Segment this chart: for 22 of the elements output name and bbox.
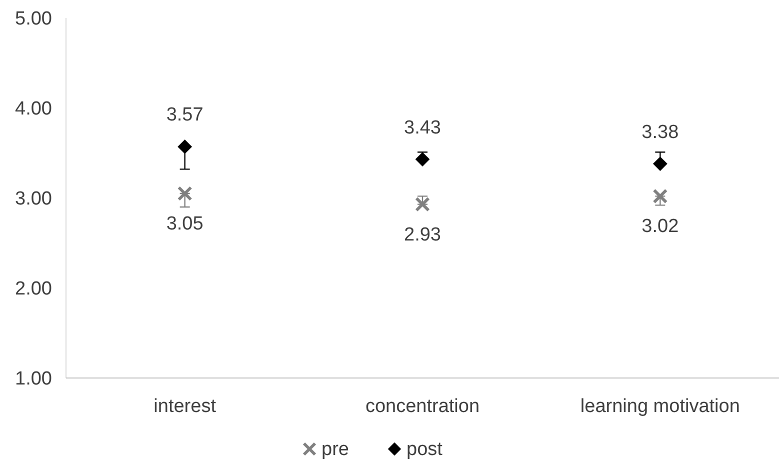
data-label: 3.57 <box>166 104 204 126</box>
point <box>415 152 430 166</box>
y-tick-label: 1.00 <box>15 368 52 390</box>
point <box>178 140 192 154</box>
data-label: 3.02 <box>642 216 679 238</box>
x-tick-label: concentration <box>365 396 480 417</box>
legend-label: post <box>406 439 444 460</box>
y-tick-label: 5.00 <box>15 8 52 30</box>
y-tick-label: 4.00 <box>15 98 52 120</box>
y-tick-label: 3.00 <box>15 188 52 210</box>
point <box>415 196 430 212</box>
data-label: 3.05 <box>166 214 204 234</box>
point <box>652 156 668 171</box>
data-label: 3.38 <box>642 122 679 143</box>
point <box>652 188 668 204</box>
y-tick-label: 2.00 <box>15 278 52 300</box>
data-label: 2.93 <box>404 224 441 246</box>
x-tick-label: interest <box>154 396 217 417</box>
data-label: 3.43 <box>404 117 441 138</box>
x-tick-label: learning motivation <box>580 396 740 417</box>
point <box>177 186 192 201</box>
legend-label: pre <box>322 439 349 460</box>
